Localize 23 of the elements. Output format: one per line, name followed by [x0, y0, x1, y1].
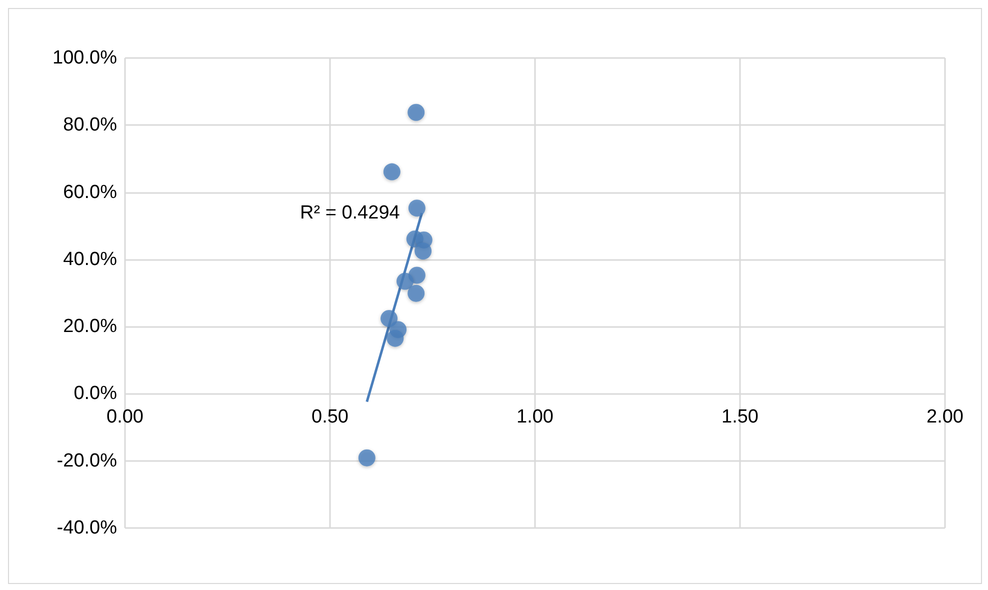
- x-tick-label: 0.50: [312, 406, 348, 428]
- point: [408, 284, 425, 302]
- y-tick-label: -20.0%: [56, 450, 118, 472]
- y-tick-label: 80.0%: [63, 114, 118, 136]
- point: [396, 272, 414, 290]
- x-tick-label: 1.00: [516, 406, 554, 428]
- y-tick-label: 40.0%: [63, 248, 118, 270]
- point: [414, 242, 432, 260]
- point: [358, 449, 376, 466]
- x-tick-label: 0.00: [106, 406, 144, 428]
- y-tick-label: 100.0%: [52, 48, 118, 68]
- x-tick-label: 2.00: [926, 406, 964, 428]
- point: [408, 200, 426, 217]
- x-tick-label: 1.50: [722, 406, 758, 428]
- point: [383, 163, 400, 180]
- point: [408, 104, 425, 121]
- annotation: R² = 0.4294: [300, 202, 400, 224]
- y-tick-label: 0.0%: [74, 383, 118, 404]
- y-tick-label: -40.0%: [56, 518, 118, 538]
- y-tick-label: 20.0%: [63, 316, 118, 338]
- point: [380, 310, 398, 328]
- y-tick-label: 60.0%: [63, 182, 118, 203]
- point: [386, 330, 404, 347]
